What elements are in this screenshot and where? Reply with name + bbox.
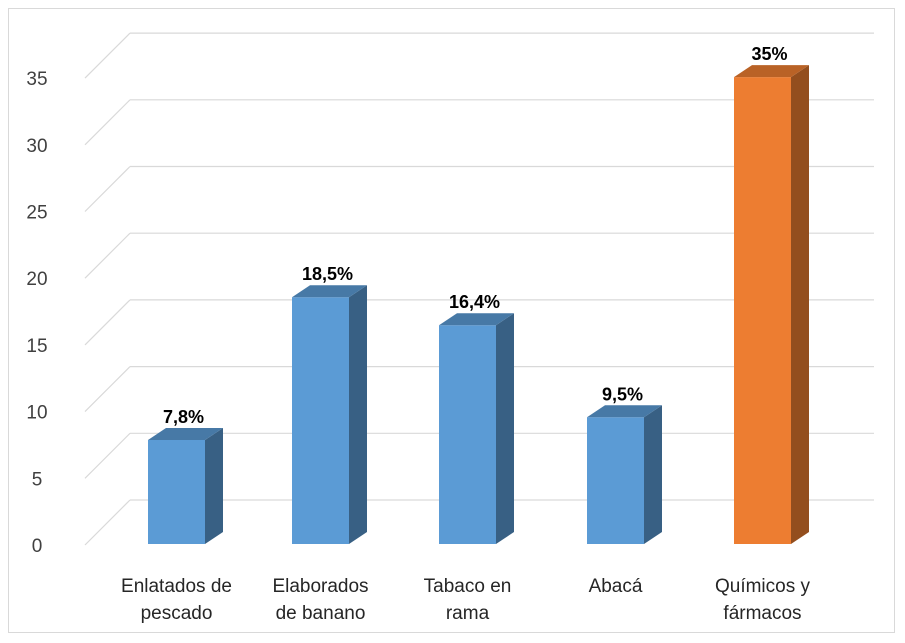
y-tick-label: 0 bbox=[32, 536, 43, 557]
bar-top bbox=[148, 427, 223, 440]
bar bbox=[587, 405, 662, 544]
data-label: 7,8% bbox=[163, 407, 204, 427]
y-tick-label: 30 bbox=[26, 136, 47, 157]
bar-side bbox=[644, 405, 662, 544]
category-label-line: fármacos bbox=[723, 603, 801, 624]
bar-front bbox=[292, 297, 349, 544]
y-tick-label: 20 bbox=[26, 269, 47, 290]
category-label: Elaborados de banano bbox=[272, 576, 368, 624]
bar bbox=[292, 285, 367, 544]
data-label: 18,5% bbox=[302, 264, 353, 284]
bar-side bbox=[496, 313, 514, 544]
category-label-line: Químicos y bbox=[715, 576, 811, 597]
y-tick-label: 35 bbox=[26, 69, 47, 90]
bar bbox=[734, 65, 809, 544]
category-label-line: rama bbox=[446, 603, 490, 624]
category-label-line: pescado bbox=[141, 603, 213, 624]
bar-side bbox=[205, 427, 223, 544]
gridline-depth bbox=[84, 166, 131, 212]
gridline-depth bbox=[84, 99, 131, 146]
category-label-line: Abacá bbox=[589, 576, 643, 597]
gridline-depth bbox=[84, 299, 131, 346]
category-label-line: Elaborados bbox=[272, 576, 368, 597]
bar-front bbox=[587, 417, 644, 544]
category-label: Enlatados de pescado bbox=[121, 576, 232, 624]
bar-front bbox=[148, 439, 205, 544]
bar bbox=[148, 427, 223, 544]
bar-side bbox=[349, 285, 367, 544]
bar-top bbox=[292, 285, 367, 298]
gridline-depth bbox=[84, 432, 131, 479]
category-label: Abacá bbox=[589, 576, 643, 597]
bar bbox=[439, 313, 514, 544]
bar-top bbox=[439, 313, 514, 326]
data-label: 9,5% bbox=[602, 384, 643, 404]
bar-side bbox=[791, 65, 809, 544]
bar-top bbox=[734, 65, 809, 78]
bar-top bbox=[587, 405, 662, 418]
y-tick-label: 5 bbox=[32, 469, 43, 490]
y-tick-label: 10 bbox=[26, 403, 47, 424]
bar-front bbox=[439, 325, 496, 544]
category-label: Químicos y fármacos bbox=[715, 576, 811, 624]
data-label: 35% bbox=[751, 44, 787, 64]
category-label-line: Enlatados de bbox=[121, 576, 232, 597]
category-label-line: Tabaco en bbox=[424, 576, 512, 597]
gridline-depth bbox=[84, 499, 131, 546]
bar-chart: 0 5 10 15 20 25 30 35 7,8% Enlatados de pescado 18,… bbox=[26, 32, 874, 624]
chart-frame: 0 5 10 15 20 25 30 35 7,8% Enlatados de pescado 18,… bbox=[8, 8, 895, 633]
bar-front bbox=[734, 77, 791, 544]
gridline-depth bbox=[84, 366, 131, 413]
category-label-line: de banano bbox=[276, 603, 366, 624]
category-label: Tabaco en rama bbox=[424, 576, 512, 624]
y-tick-label: 25 bbox=[26, 203, 47, 224]
gridline-depth bbox=[84, 232, 131, 279]
data-label: 16,4% bbox=[449, 292, 500, 312]
y-tick-label: 15 bbox=[26, 336, 47, 357]
gridline-depth bbox=[84, 32, 131, 79]
